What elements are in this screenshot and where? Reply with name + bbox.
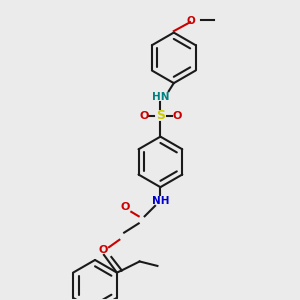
Text: NH: NH [152,196,169,206]
Text: O: O [172,111,182,121]
Text: O: O [121,202,130,212]
Text: O: O [98,245,108,255]
Text: O: O [140,111,149,121]
Text: O: O [187,16,195,26]
Text: S: S [156,109,165,122]
Text: HN: HN [152,92,169,101]
